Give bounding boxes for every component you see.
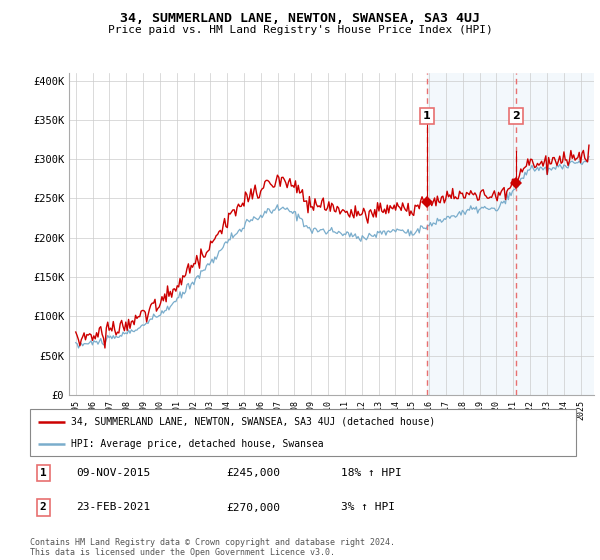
Text: £245,000: £245,000 xyxy=(227,468,281,478)
Text: 2: 2 xyxy=(40,502,47,512)
Text: 34, SUMMERLAND LANE, NEWTON, SWANSEA, SA3 4UJ: 34, SUMMERLAND LANE, NEWTON, SWANSEA, SA… xyxy=(120,12,480,25)
Text: 09-NOV-2015: 09-NOV-2015 xyxy=(76,468,151,478)
Text: Price paid vs. HM Land Registry's House Price Index (HPI): Price paid vs. HM Land Registry's House … xyxy=(107,25,493,35)
Text: HPI: Average price, detached house, Swansea: HPI: Average price, detached house, Swan… xyxy=(71,438,323,449)
Text: 2: 2 xyxy=(512,111,520,121)
Text: 23-FEB-2021: 23-FEB-2021 xyxy=(76,502,151,512)
Text: Contains HM Land Registry data © Crown copyright and database right 2024.
This d: Contains HM Land Registry data © Crown c… xyxy=(30,538,395,557)
Bar xyxy=(427,73,594,395)
Text: 3% ↑ HPI: 3% ↑ HPI xyxy=(341,502,395,512)
FancyBboxPatch shape xyxy=(30,409,576,456)
Text: 1: 1 xyxy=(423,111,431,121)
Text: 34, SUMMERLAND LANE, NEWTON, SWANSEA, SA3 4UJ (detached house): 34, SUMMERLAND LANE, NEWTON, SWANSEA, SA… xyxy=(71,417,435,427)
Text: 1: 1 xyxy=(40,468,47,478)
Text: 18% ↑ HPI: 18% ↑ HPI xyxy=(341,468,402,478)
Text: £270,000: £270,000 xyxy=(227,502,281,512)
